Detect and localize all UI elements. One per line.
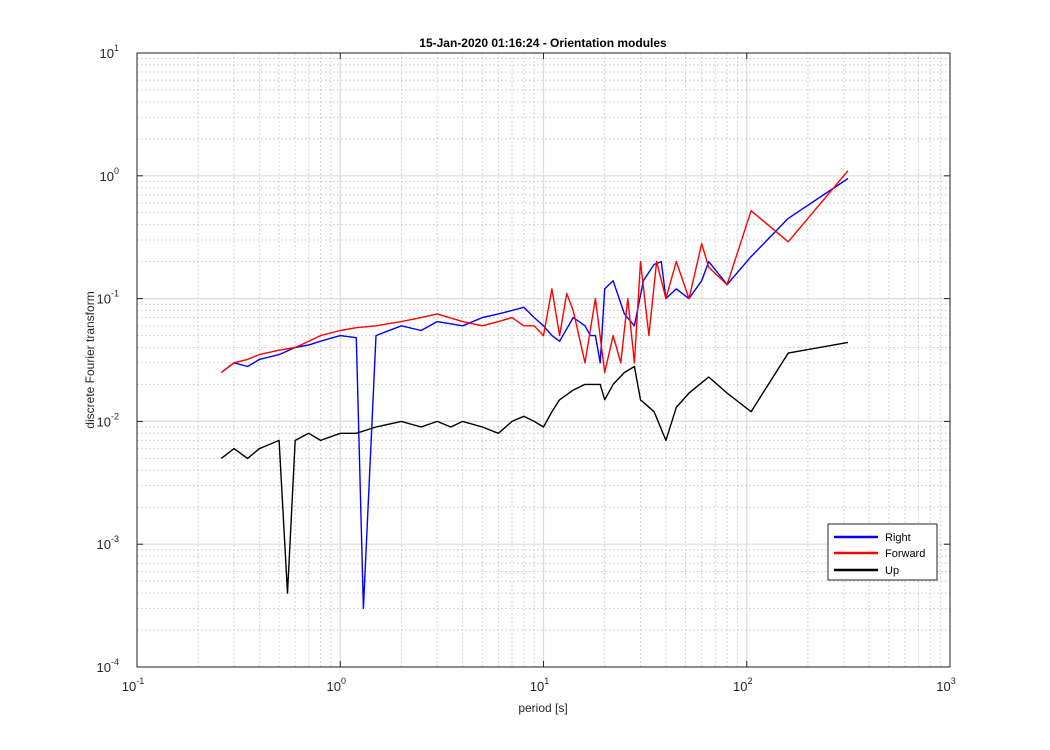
x-tick-label: 10-1 [122, 676, 144, 694]
chart-title: 15-Jan-2020 01:16:24 - Orientation modul… [419, 36, 667, 50]
x-tick-label: 100 [327, 676, 346, 694]
legend-label-up: Up [885, 565, 899, 577]
series-line-forward [220, 170, 849, 374]
series-line-up [220, 341, 849, 594]
y-tick-label: 10-3 [97, 534, 119, 552]
grid [136, 52, 951, 668]
x-tick-label: 101 [530, 676, 549, 694]
legend-label-forward: Forward [885, 548, 925, 560]
x-tick-label: 102 [733, 676, 752, 694]
y-tick-label: 101 [100, 43, 119, 61]
y-tick-label: 100 [100, 166, 119, 184]
legend: Right Forward Up [827, 523, 938, 581]
x-tick-label: 103 [936, 676, 955, 694]
y-tick-label: 10-2 [97, 411, 119, 429]
series-line-right [220, 177, 849, 610]
y-axis-label: discrete Fourier transform [83, 291, 97, 428]
legend-label-right: Right [885, 532, 911, 544]
series-layer [220, 170, 849, 610]
x-axis-label: period [s] [518, 701, 567, 715]
y-tick-label: 10-1 [97, 289, 119, 307]
y-tick-label: 10-4 [97, 657, 119, 675]
